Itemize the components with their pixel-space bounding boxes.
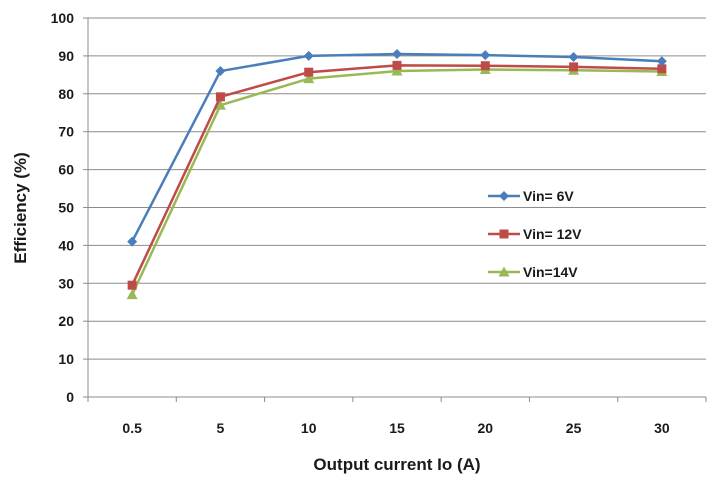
square-marker: [657, 64, 667, 74]
series-vin-12v: [127, 60, 667, 290]
axes: [83, 17, 707, 402]
triangle-marker: [498, 266, 510, 277]
triangle-marker: [214, 99, 226, 110]
square-marker: [480, 61, 490, 71]
square-marker: [569, 62, 579, 72]
diamond-marker: [303, 50, 314, 61]
y-tick-label: 30: [58, 275, 74, 291]
diamond-marker: [480, 50, 491, 61]
x-tick-label: 10: [301, 420, 317, 436]
x-tick-label: 30: [654, 420, 670, 436]
y-axis-title: Efficiency (%): [11, 152, 30, 263]
y-tick-label: 80: [58, 86, 74, 102]
legend-label: Vin= 6V: [523, 188, 574, 204]
square-marker: [215, 92, 225, 102]
series-line: [131, 52, 662, 243]
legend-label: Vin=14V: [523, 264, 578, 280]
triangle-marker: [391, 65, 403, 76]
y-tick-labels: 0 10 20 30 40 50 60 70 80 90 100: [51, 10, 75, 405]
y-tick-label: 40: [58, 237, 74, 253]
x-tick-labels: 0.5 5 10 15 20 25 30: [122, 420, 669, 436]
series-vin-14v: [126, 64, 668, 300]
y-tick-label: 60: [58, 162, 74, 178]
x-axis-title: Output current Io (A): [313, 455, 480, 474]
square-marker: [304, 67, 314, 77]
square-marker: [127, 280, 137, 290]
square-marker: [499, 229, 509, 239]
y-tick-label: 100: [51, 10, 75, 26]
triangle-marker: [126, 289, 138, 300]
diamond-marker: [215, 66, 226, 77]
square-marker: [392, 60, 402, 70]
y-tick-label: 70: [58, 124, 74, 140]
series-vin-6v: [127, 49, 667, 247]
x-tick-label: 20: [477, 420, 493, 436]
legend-entry: Vin= 12V: [488, 226, 582, 242]
series-line: [131, 68, 662, 296]
data-series: [126, 49, 668, 300]
diamond-marker: [568, 52, 579, 63]
legend: Vin= 6V Vin= 12V Vin=14V: [488, 188, 582, 280]
x-tick-label: 25: [566, 420, 582, 436]
triangle-marker: [303, 73, 315, 84]
x-tick-label: 5: [217, 420, 225, 436]
y-tick-label: 90: [58, 48, 74, 64]
diamond-marker: [656, 56, 667, 67]
y-tick-label: 20: [58, 313, 74, 329]
legend-label: Vin= 12V: [523, 226, 582, 242]
y-tick-label: 10: [58, 351, 74, 367]
diamond-marker: [392, 49, 402, 60]
y-tick-label: 50: [58, 200, 74, 216]
legend-entry: Vin=14V: [488, 264, 578, 280]
diamond-marker: [499, 191, 509, 201]
y-tick-label: 0: [66, 389, 74, 405]
series-line: [131, 64, 662, 286]
x-tick-label: 0.5: [122, 420, 142, 436]
diamond-marker: [127, 236, 138, 247]
x-tick-label: 15: [389, 420, 405, 436]
legend-entry: Vin= 6V: [488, 188, 574, 204]
